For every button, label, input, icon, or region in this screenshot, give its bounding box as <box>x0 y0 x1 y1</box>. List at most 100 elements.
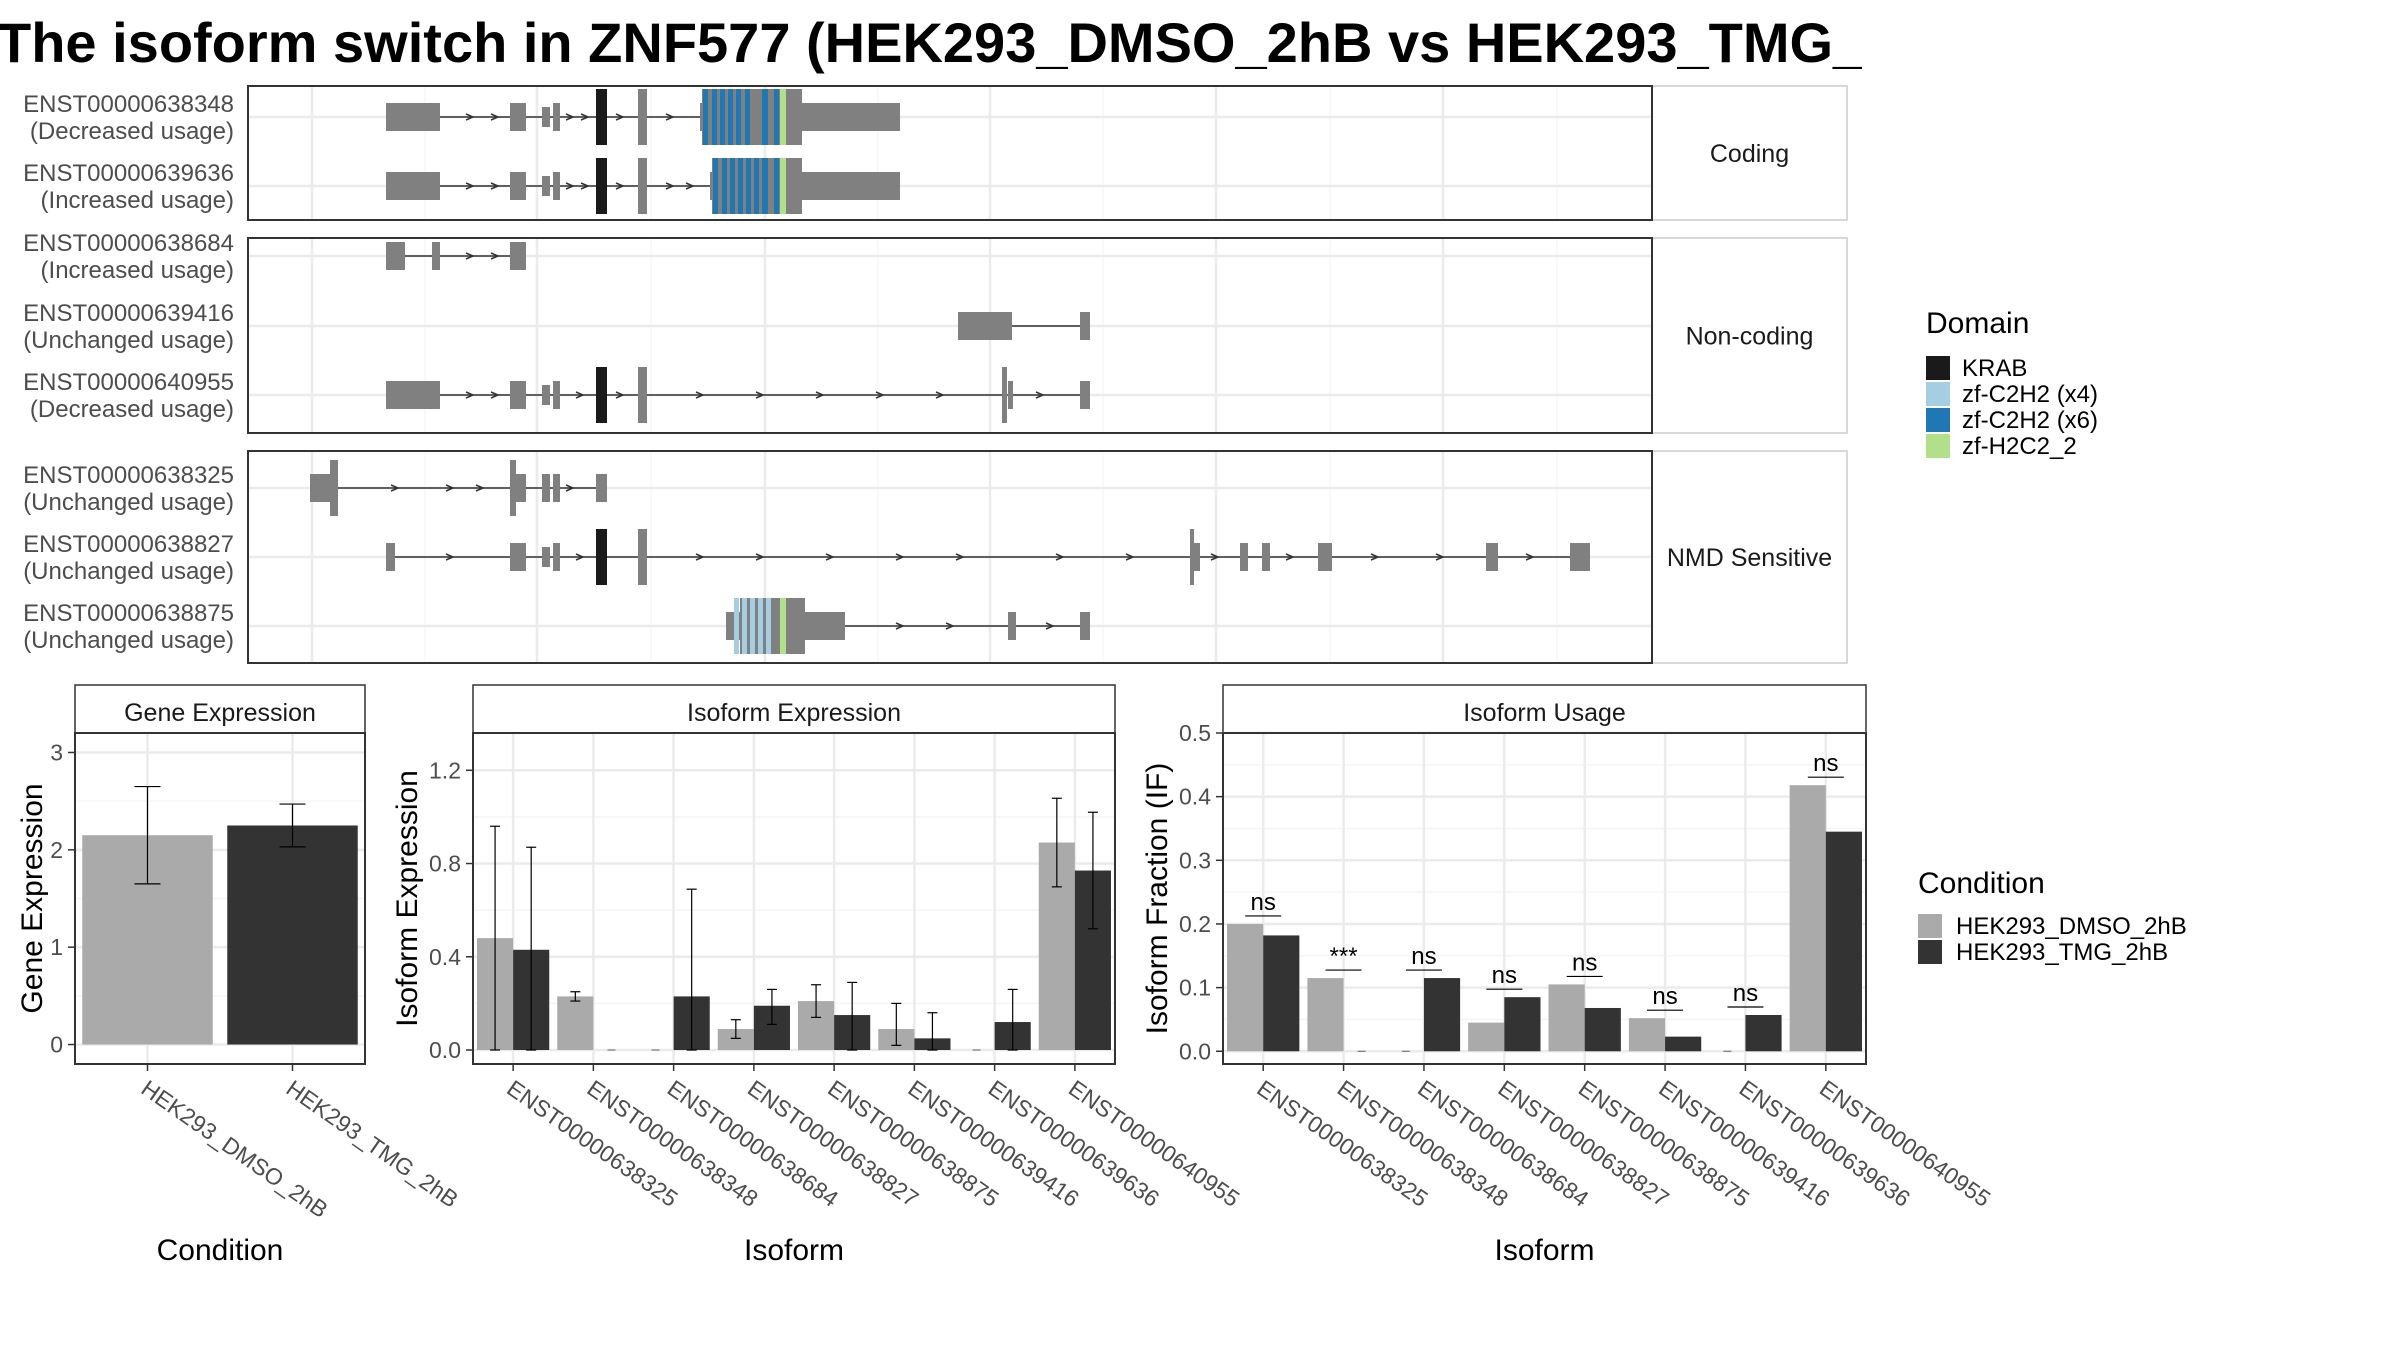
strand-arrow <box>1210 553 1220 561</box>
strand-arrow <box>685 182 695 190</box>
transcript-usage: (Unchanged usage) <box>23 489 234 516</box>
strand-arrow <box>665 113 675 121</box>
transcript-id: ENST00000639416 <box>23 300 234 327</box>
error-bar <box>686 888 697 1051</box>
exon <box>1080 612 1090 640</box>
domain-zf-c2h2-x4- <box>734 598 739 654</box>
chart-isoform-usage: Isoform Usage ns *** ns ns ns ns ns ns 0.0 0.1 0.2 0… <box>1141 684 1995 1267</box>
strand-arrow <box>1435 553 1445 561</box>
domain-zf-c2h2-x6- <box>713 158 718 214</box>
significance-annotation: ns <box>1486 962 1523 990</box>
transcript-label: ENST00000639636(Increased usage) <box>23 160 234 214</box>
significance-label: ns <box>1572 949 1597 976</box>
transcript-id: ENST00000639636 <box>23 160 234 187</box>
transcript-id: ENST00000638348 <box>23 91 234 118</box>
y-axis-label: Isoform Expression <box>391 770 424 1027</box>
error-bar <box>847 981 858 1051</box>
y-tick-label: 2 <box>50 837 63 863</box>
y-tick-label: 3 <box>50 739 63 765</box>
transcript-usage: (Decreased usage) <box>30 396 234 423</box>
transcript-id: ENST00000638875 <box>23 600 234 627</box>
domain-zf-c2h2-x6- <box>730 158 735 214</box>
transcript-id: ENST00000640955 <box>23 369 234 396</box>
strand-arrow <box>875 391 885 399</box>
transcript-label: ENST00000638325(Unchanged usage) <box>23 462 234 516</box>
domain-zf-c2h2-x4- <box>750 598 755 654</box>
domain-zf-c2h2-x6- <box>762 158 768 214</box>
domain-krab <box>596 158 607 214</box>
domain-krab <box>596 367 607 423</box>
exon <box>386 103 440 131</box>
strand-arrow <box>565 182 575 190</box>
y-tick-label: 0 <box>50 1032 63 1058</box>
y-tick-label: 0.2 <box>1179 911 1211 937</box>
exon <box>553 474 560 502</box>
domain-zf-c2h2-x6- <box>736 89 741 145</box>
strand-arrow <box>935 391 945 399</box>
strand-arrow <box>695 391 705 399</box>
strand-arrow <box>580 113 590 121</box>
strand-arrow <box>945 622 955 630</box>
exon <box>1080 381 1090 409</box>
domain-zf-c2h2-x6- <box>738 158 743 214</box>
plot-border <box>74 732 366 1065</box>
bar <box>557 996 594 1051</box>
strand-arrow <box>565 113 575 121</box>
y-tick-label: 0.4 <box>429 944 461 970</box>
bar <box>1628 1018 1666 1052</box>
panel-border <box>247 450 1653 664</box>
significance-annotation: ns <box>1566 949 1603 978</box>
domain-krab <box>596 89 607 145</box>
legend-swatch <box>1926 408 1950 432</box>
panel-background <box>248 86 1652 220</box>
exon <box>1080 312 1090 340</box>
strand-arrow <box>475 484 485 492</box>
domain-zf-c2h2-x6- <box>774 158 779 214</box>
legend-label: HEK293_TMG_2hB <box>1956 939 2168 966</box>
exon <box>542 385 550 405</box>
plot-border <box>472 732 1116 1065</box>
domain-zf-c2h2-x6- <box>728 89 733 145</box>
legend-label: KRAB <box>1962 355 2027 382</box>
significance-label: ns <box>1733 980 1758 1007</box>
strand-arrow <box>445 553 455 561</box>
domain-zf-c2h2-x4- <box>758 598 763 654</box>
exon <box>638 158 647 214</box>
transcript-usage: (Unchanged usage) <box>23 627 234 654</box>
domain-zf-c2h2-x4- <box>742 598 747 654</box>
strand-arrow <box>695 553 705 561</box>
strand-arrow <box>1045 622 1055 630</box>
bar <box>1789 785 1826 1052</box>
exon <box>1190 529 1194 585</box>
strand-arrow <box>565 484 575 492</box>
bar <box>1745 1014 1782 1052</box>
strand-arrow <box>895 553 905 561</box>
error-bar <box>490 825 501 1051</box>
domain-zf-c2h2-x6- <box>720 89 725 145</box>
transcript-id: ENST00000638325 <box>23 462 234 489</box>
error-bar <box>811 984 822 1018</box>
exon <box>542 107 550 127</box>
domain-zf-c2h2-x6- <box>722 158 727 214</box>
strand-arrow <box>580 182 590 190</box>
domain-zf-c2h2-x6- <box>703 89 708 145</box>
transcript-model <box>310 460 607 516</box>
significance-annotation: ns <box>1807 750 1844 778</box>
transcript-model <box>386 158 900 214</box>
panel-border <box>247 85 1653 221</box>
y-tick-label: 1.2 <box>429 757 461 783</box>
exon <box>386 381 440 409</box>
domain-zf-h2c2-2 <box>780 89 786 145</box>
transcript-label: ENST00000640955(Decreased usage) <box>23 369 234 423</box>
legend-label: HEK293_DMSO_2hB <box>1956 913 2187 940</box>
exon <box>638 529 647 585</box>
domain-krab <box>596 529 607 585</box>
significance-annotation: *** <box>1325 943 1362 971</box>
error-bar <box>1007 988 1018 1051</box>
bar <box>1263 935 1300 1052</box>
exon <box>542 474 550 502</box>
transcript-panel-3: NMD Sensitive <box>247 450 1848 664</box>
